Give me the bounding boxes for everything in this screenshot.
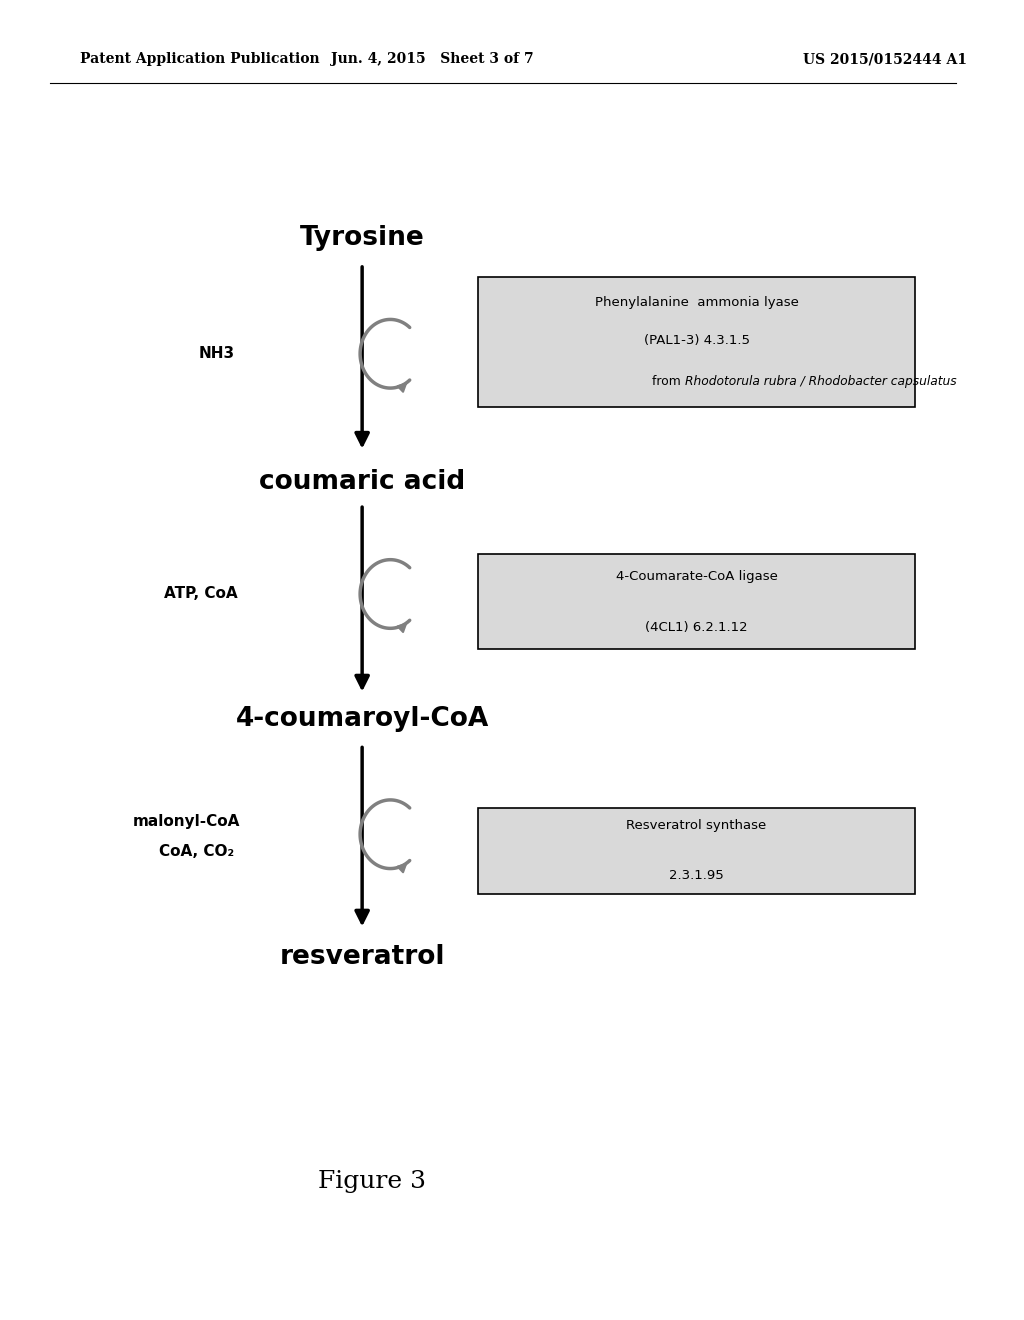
Text: NH3: NH3 [199, 346, 234, 362]
Text: Patent Application Publication: Patent Application Publication [81, 53, 321, 66]
Text: Rhodotorula rubra / Rhodobacter capsulatus: Rhodotorula rubra / Rhodobacter capsulat… [684, 375, 956, 388]
FancyBboxPatch shape [478, 554, 915, 649]
Text: resveratrol: resveratrol [280, 944, 444, 970]
Text: ATP, CoA: ATP, CoA [165, 586, 238, 602]
Text: (PAL1-3) 4.3.1.5: (PAL1-3) 4.3.1.5 [644, 334, 750, 347]
Text: from: from [652, 375, 684, 388]
FancyBboxPatch shape [478, 277, 915, 407]
Text: 4-Coumarate-CoA ligase: 4-Coumarate-CoA ligase [615, 570, 777, 583]
Text: 4-coumaroyl-CoA: 4-coumaroyl-CoA [236, 706, 488, 733]
FancyBboxPatch shape [478, 808, 915, 894]
Text: Tyrosine: Tyrosine [300, 224, 425, 251]
Text: malonyl-CoA: malonyl-CoA [132, 813, 240, 829]
Text: Figure 3: Figure 3 [318, 1170, 426, 1193]
Text: Phenylalanine  ammonia lyase: Phenylalanine ammonia lyase [595, 296, 799, 309]
Text: Jun. 4, 2015   Sheet 3 of 7: Jun. 4, 2015 Sheet 3 of 7 [331, 53, 534, 66]
Text: 2.3.1.95: 2.3.1.95 [670, 870, 724, 882]
Text: Resveratrol synthase: Resveratrol synthase [627, 820, 767, 832]
Text: (4CL1) 6.2.1.12: (4CL1) 6.2.1.12 [645, 620, 748, 634]
Text: US 2015/0152444 A1: US 2015/0152444 A1 [803, 53, 968, 66]
Text: CoA, CO₂: CoA, CO₂ [159, 843, 233, 859]
Text: coumaric acid: coumaric acid [259, 469, 465, 495]
